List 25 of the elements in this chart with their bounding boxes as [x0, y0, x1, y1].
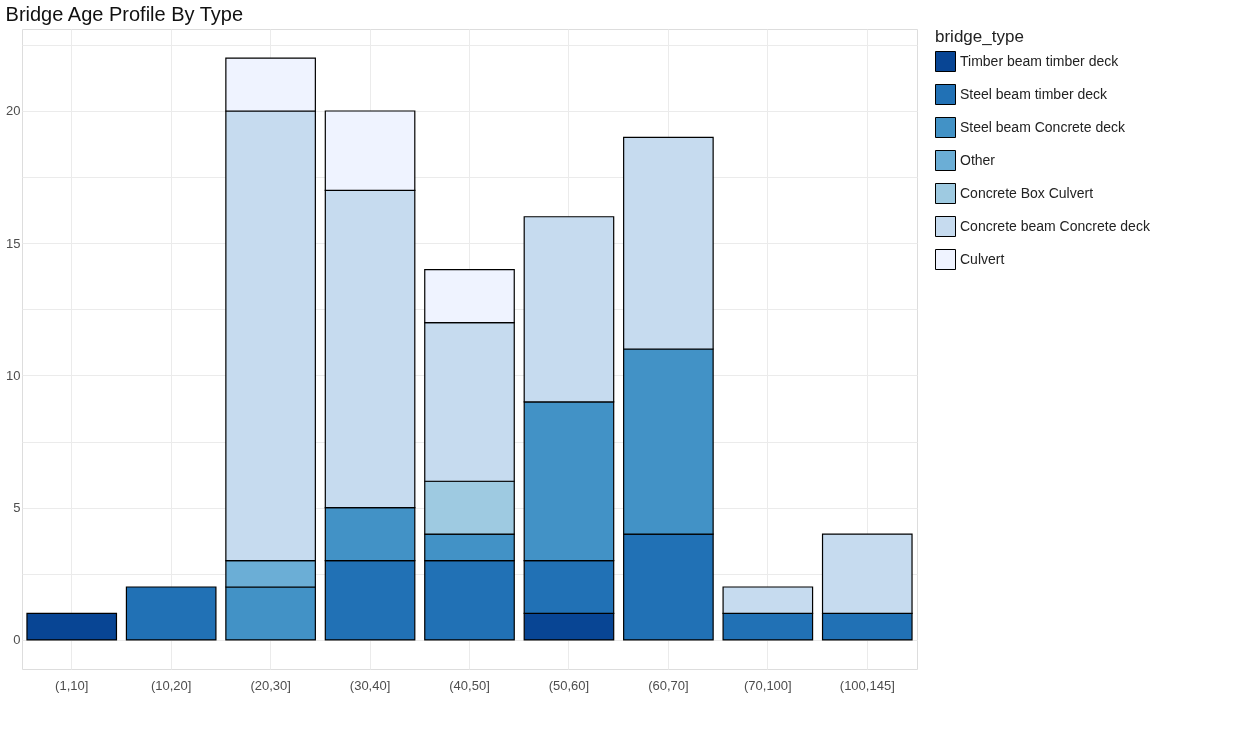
- legend-label: Timber beam timber deck: [960, 52, 1120, 69]
- legend-label: Other: [960, 151, 996, 168]
- x-tick-label: (100,145]: [839, 677, 895, 693]
- legend-title: bridge_type: [935, 27, 1024, 46]
- chart-title: Bridge Age Profile By Type: [5, 3, 244, 25]
- y-tick-label: 15: [6, 235, 21, 251]
- x-tick-label: (20,30]: [250, 677, 291, 693]
- x-tick-label: (50,60]: [548, 677, 590, 693]
- legend-label: Steel beam Concrete deck: [960, 118, 1126, 135]
- x-tick-label: (30,40]: [349, 677, 391, 693]
- legend-label: Culvert: [960, 250, 1005, 267]
- legend-label: Concrete beam Concrete deck: [960, 217, 1151, 234]
- bar: [125, 586, 217, 641]
- y-tick-label: 20: [6, 103, 21, 119]
- y-tick-label: 0: [13, 632, 21, 648]
- x-tick-label: (60,70]: [648, 677, 689, 693]
- y-tick-label: 10: [6, 367, 21, 383]
- x-tick-label: (10,20]: [150, 677, 192, 693]
- legend-label: Steel beam timber deck: [960, 85, 1109, 102]
- legend-label: Concrete Box Culvert: [960, 184, 1094, 201]
- x-tick-label: (1,10]: [55, 677, 89, 693]
- bar: [26, 612, 118, 641]
- x-tick-label: (40,50]: [449, 677, 490, 693]
- y-tick-label: 5: [13, 500, 21, 516]
- x-tick-label: (70,100]: [743, 677, 792, 693]
